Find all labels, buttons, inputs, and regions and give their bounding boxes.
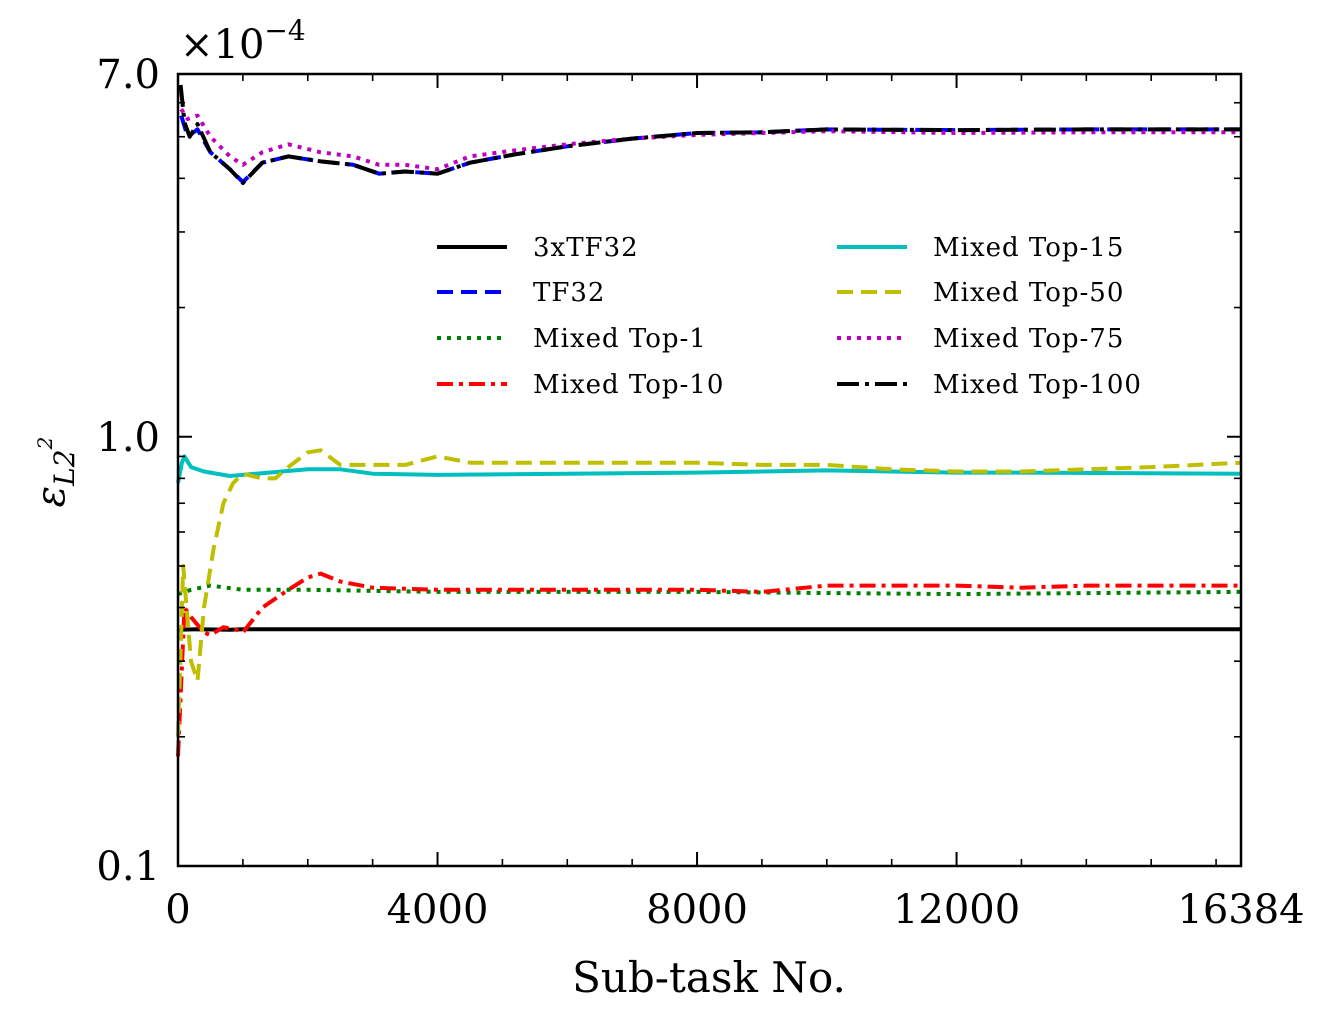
legend-label-6: Mixed Top-75 <box>933 324 1124 354</box>
svg-text:εL22: εL22 <box>28 437 81 508</box>
legend-label-7: Mixed Top-100 <box>933 370 1142 400</box>
series-layer <box>176 84 1242 757</box>
y-multiplier: ×10−4 <box>180 14 306 68</box>
y-tick-label-1: 1.0 <box>96 415 160 461</box>
x-tick-label-2: 8000 <box>646 887 748 933</box>
legend-label-3: Mixed Top-10 <box>533 370 724 400</box>
legend: 3xTF32 TF32 Mixed Top-1 Mixed Top-10 Mixed T… <box>437 233 1142 400</box>
x-tick-label-1: 4000 <box>387 887 489 933</box>
legend-label-0: 3xTF32 <box>533 233 639 263</box>
y-axis-subscript: L2 <box>48 449 81 486</box>
y-axis-title: εL22 <box>28 437 81 508</box>
series-line-4 <box>176 454 1242 484</box>
y-axis-superscript: 2 <box>33 437 57 451</box>
y-axis-symbol: ε <box>28 486 74 507</box>
series-line-7 <box>178 84 1241 185</box>
y-multiplier-exponent: −4 <box>264 14 305 47</box>
x-tick-label-4: 16384 <box>1177 887 1304 933</box>
series-line-3 <box>176 571 1241 757</box>
y-tick-label-2: 7.0 <box>96 52 160 98</box>
series-line-2 <box>177 583 1242 597</box>
x-axis-title: Sub-task No. <box>572 953 846 1002</box>
x-tick-labels: 0 4000 8000 12000 16384 <box>165 887 1304 933</box>
x-tick-label-0: 0 <box>165 887 190 933</box>
y-multiplier-base: ×10 <box>180 22 264 68</box>
series-line-5 <box>176 448 1242 737</box>
legend-label-5: Mixed Top-50 <box>933 278 1124 308</box>
plot-frame <box>176 72 1243 868</box>
legend-label-2: Mixed Top-1 <box>533 324 707 354</box>
series-line-0 <box>177 627 1241 632</box>
y-tick-labels: 0.1 1.0 7.0 <box>96 52 160 890</box>
x-tick-label-3: 12000 <box>893 887 1020 933</box>
legend-label-4: Mixed Top-15 <box>933 233 1124 263</box>
legend-label-1: TF32 <box>533 278 605 308</box>
y-tick-label-0: 0.1 <box>96 844 160 890</box>
